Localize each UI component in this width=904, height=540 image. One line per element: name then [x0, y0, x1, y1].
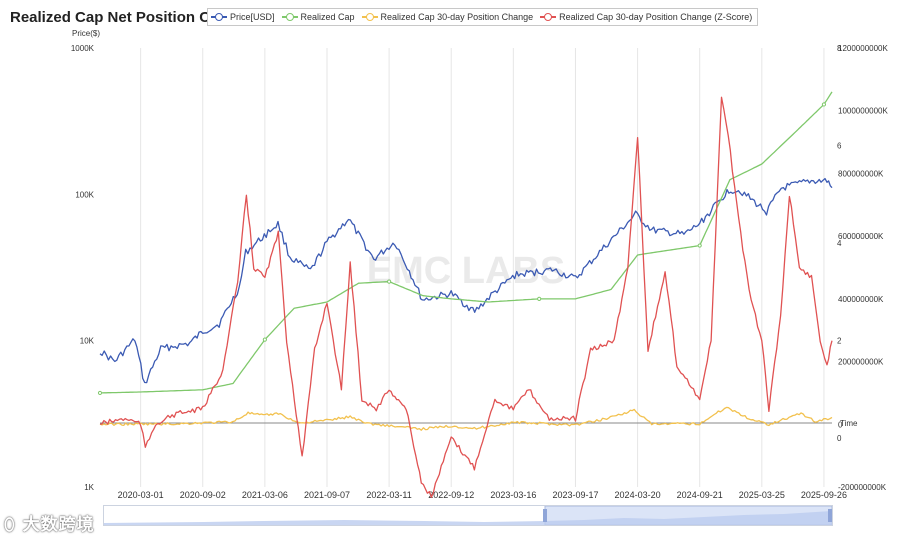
x-tick-label: 2024-09-21: [677, 490, 723, 500]
x-tick-label: 2022-09-12: [428, 490, 474, 500]
right-z-tick-label: 6: [837, 142, 842, 151]
right-cap-tick-label: 0: [838, 420, 843, 429]
legend-item[interactable]: Price[USD]: [211, 12, 275, 22]
right-cap-tick-label: -200000000K: [838, 483, 887, 492]
watermark-text: 大数跨境: [22, 515, 95, 535]
x-tick-label: 2025-03-25: [739, 490, 785, 500]
left-axis-title: Price($): [72, 29, 100, 38]
left-tick-label: 100K: [75, 190, 94, 199]
x-tick-label: 2020-03-01: [118, 490, 164, 500]
right-cap-tick-label: 400000000K: [838, 295, 884, 304]
right-z-tick-label: 2: [837, 337, 842, 346]
right-cap-tick-label: 800000000K: [838, 169, 884, 178]
x-tick-label: 2021-03-06: [242, 490, 288, 500]
left-tick-label: 10K: [80, 337, 95, 346]
legend: Price[USD] Realized Cap Realized Cap 30-da…: [207, 8, 759, 26]
right-z-tick-label: 0: [837, 434, 842, 443]
right-z-tick-label: 8: [837, 44, 842, 53]
legend-item[interactable]: Realized Cap 30-day Position Change (Z-S…: [540, 12, 752, 22]
x-tick-label: 2023-03-16: [490, 490, 536, 500]
zoom-preview-line: [104, 511, 832, 525]
legend-label: Realized Cap 30-day Position Change (Z-S…: [559, 12, 753, 22]
left-tick-label: 1K: [84, 483, 94, 492]
x-tick-label: 2024-03-20: [615, 490, 661, 500]
realized-cap-point: [821, 102, 827, 107]
series-line-realized-cap-30-day-position-change: [99, 406, 833, 431]
series-line-realized-cap: [100, 91, 833, 394]
zoom-slider-track: [104, 505, 833, 526]
zoom-handle-right[interactable]: [828, 509, 832, 522]
legend-marker-icon: [540, 13, 557, 21]
legend-item[interactable]: Realized Cap: [281, 12, 355, 22]
realized-cap-point: [697, 243, 702, 248]
right-cap-tick-label: 1200000000K: [838, 44, 888, 53]
legend-marker-icon: [211, 13, 227, 21]
legend-label: Realized Cap: [300, 12, 355, 22]
x-tick-label: 2025-09-26: [801, 490, 847, 500]
series-line-realized-cap-30-day-position-change-z-score: [99, 96, 833, 498]
legend-marker-icon: [361, 13, 378, 21]
legend-item[interactable]: Realized Cap 30-day Position Change: [361, 12, 534, 22]
x-tick-label: 2023-09-17: [552, 490, 598, 500]
series-line-price-usd: [99, 177, 833, 384]
right-z-tick-label: 4: [837, 239, 842, 248]
x-tick-label: 2022-03-11: [366, 490, 411, 500]
realized-cap-point: [262, 337, 267, 342]
right-cap-tick-label: 1000000000K: [838, 107, 888, 116]
legend-marker-icon: [281, 13, 298, 21]
x-axis-title: Time: [840, 419, 858, 428]
legend-label: Realized Cap 30-day Position Change: [380, 12, 534, 22]
realized-cap-point: [537, 296, 542, 301]
zoom-handle-left[interactable]: [543, 509, 547, 522]
right-cap-tick-label: 200000000K: [838, 358, 884, 367]
legend-label: Price[USD]: [230, 12, 275, 22]
left-tick-label: 1000K: [71, 44, 95, 53]
right-cap-tick-label: 600000000K: [838, 232, 884, 241]
watermark-logo: ⬯ 大数跨境: [4, 515, 95, 535]
realized-cap-point: [97, 390, 103, 396]
chart-title: Realized Cap Net Position Change: [10, 9, 255, 26]
zoom-slider[interactable]: [103, 505, 833, 526]
x-tick-label: 2020-09-02: [180, 490, 226, 500]
realized-cap-point: [387, 279, 392, 284]
x-tick-label: 2021-09-07: [304, 490, 350, 500]
